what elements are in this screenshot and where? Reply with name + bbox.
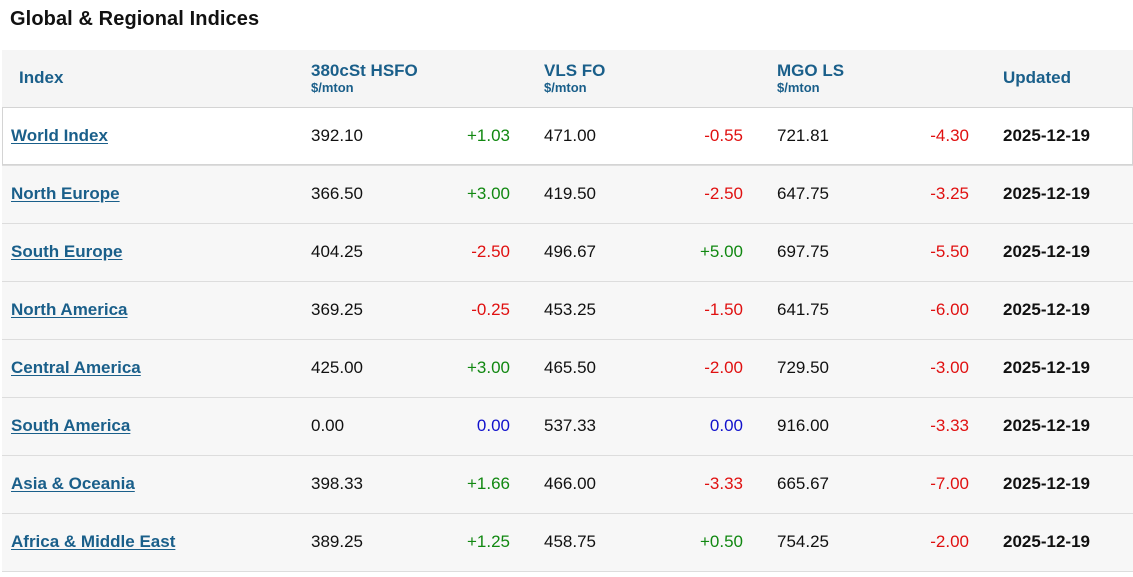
hsfo-price: 398.33 (311, 474, 363, 493)
mgo-price: 647.75 (777, 184, 830, 203)
region-link[interactable]: Asia & Oceania (11, 474, 135, 493)
updated-date: 2025-12-19 (1003, 416, 1090, 435)
vlsfo-change: -3.33 (704, 474, 744, 493)
vlsfo-change: -0.55 (704, 126, 744, 145)
table-row[interactable]: North America 369.25 -0.25 453.25 -1.50 641.7… (2, 281, 1133, 339)
header-mgo-unit: $/mton (777, 79, 820, 95)
mgo-change: -5.50 (930, 242, 970, 261)
region-name-cell: Africa & Middle East (2, 513, 311, 571)
table-row[interactable]: Asia & Oceania 398.33 +1.66 466.00 -3.33 665.… (2, 455, 1133, 513)
vlsfo-change: -2.50 (704, 184, 744, 203)
hsfo-price: 392.10 (311, 126, 363, 145)
mgo-change: -3.25 (930, 184, 970, 203)
table-row[interactable]: North Europe 366.50 +3.00 419.50 -2.50 647.75… (2, 165, 1133, 223)
region-link[interactable]: North Europe (11, 184, 120, 203)
table-header: Index 380cSt HSFO $/mton VLS FO $/mton M… (2, 50, 1133, 108)
indices-table: Index 380cSt HSFO $/mton VLS FO $/mton M… (2, 50, 1133, 572)
region-link[interactable]: Africa & Middle East (11, 532, 176, 551)
region-link[interactable]: North America (11, 300, 128, 319)
header-hsfo-unit: $/mton (311, 79, 354, 95)
header-hsfo[interactable]: 380cSt HSFO $/mton (311, 50, 545, 108)
updated-date: 2025-12-19 (1003, 474, 1090, 493)
updated-date: 2025-12-19 (1003, 532, 1090, 551)
mgo-change: -3.33 (930, 416, 970, 435)
mgo-change: -3.00 (930, 358, 970, 377)
updated-date: 2025-12-19 (1003, 242, 1090, 261)
region-link[interactable]: World Index (11, 126, 108, 145)
table-row[interactable]: South America 0.00 0.00 537.33 0.00 916.00 -3.… (2, 397, 1133, 455)
vlsfo-price: 496.67 (544, 242, 597, 261)
hsfo-change: +1.25 (467, 532, 511, 551)
region-name-cell: Central America (2, 339, 311, 397)
mgo-price: 721.81 (777, 126, 830, 145)
indices-table-container: Index 380cSt HSFO $/mton VLS FO $/mton M… (2, 50, 1133, 572)
header-vlsfo[interactable]: VLS FO $/mton (544, 50, 778, 108)
region-name-cell: Asia & Oceania (2, 455, 311, 513)
updated-date: 2025-12-19 (1003, 184, 1090, 203)
hsfo-price: 369.25 (311, 300, 363, 319)
updated-date: 2025-12-19 (1003, 126, 1090, 145)
page-title: Global & Regional Indices (10, 8, 260, 30)
header-index[interactable]: Index (2, 50, 311, 108)
vlsfo-price: 537.33 (544, 416, 597, 435)
header-mgo[interactable]: MGO LS $/mton (777, 50, 1004, 108)
region-link[interactable]: Central America (11, 358, 141, 377)
table-row[interactable]: South Europe 404.25 -2.50 496.67 +5.00 697.75… (2, 223, 1133, 281)
header-mgo-name: MGO LS (777, 60, 845, 80)
updated-date: 2025-12-19 (1003, 300, 1090, 319)
hsfo-change: -0.25 (471, 300, 511, 319)
vlsfo-change: -2.00 (704, 358, 744, 377)
vlsfo-price: 419.50 (544, 184, 597, 203)
header-updated[interactable]: Updated (1003, 50, 1133, 108)
hsfo-price: 0.00 (311, 416, 345, 435)
mgo-price: 641.75 (777, 300, 830, 319)
region-name-cell: South Europe (2, 223, 311, 281)
region-link[interactable]: South America (11, 416, 131, 435)
vlsfo-price: 466.00 (544, 474, 597, 493)
region-name-cell: South America (2, 397, 311, 455)
vlsfo-change: +5.00 (700, 242, 744, 261)
vlsfo-price: 465.50 (544, 358, 597, 377)
mgo-change: -6.00 (930, 300, 970, 319)
header-hsfo-name: 380cSt HSFO (311, 60, 418, 80)
mgo-change: -7.00 (930, 474, 970, 493)
vlsfo-price: 471.00 (544, 126, 597, 145)
vlsfo-change: 0.00 (709, 416, 744, 435)
vlsfo-price: 458.75 (544, 532, 597, 551)
header-vlsfo-unit: $/mton (544, 79, 587, 95)
region-name-cell: World Index (2, 107, 311, 165)
table-row[interactable]: Africa & Middle East 389.25 +1.25 458.75 +0.… (2, 513, 1133, 571)
hsfo-change: 0.00 (476, 416, 511, 435)
hsfo-change: -2.50 (471, 242, 511, 261)
table-row[interactable]: World Index 392.10 +1.03 471.00 -0.55 721.81 -… (2, 107, 1133, 165)
table-row[interactable]: Central America 425.00 +3.00 465.50 -2.00 729… (2, 339, 1133, 397)
vlsfo-change: +0.50 (700, 532, 744, 551)
mgo-price: 729.50 (777, 358, 830, 377)
hsfo-price: 425.00 (311, 358, 363, 377)
region-name-cell: North Europe (2, 165, 311, 223)
mgo-price: 665.67 (777, 474, 830, 493)
mgo-price: 697.75 (777, 242, 830, 261)
mgo-change: -4.30 (930, 126, 970, 145)
region-link[interactable]: South Europe (11, 242, 123, 261)
header-vlsfo-name: VLS FO (544, 60, 606, 80)
hsfo-price: 389.25 (311, 532, 363, 551)
hsfo-change: +1.03 (467, 126, 511, 145)
vlsfo-change: -1.50 (704, 300, 744, 319)
hsfo-change: +3.00 (467, 358, 511, 377)
table-body: World Index 392.10 +1.03 471.00 -0.55 721.81 -… (2, 107, 1133, 571)
mgo-price: 916.00 (777, 416, 830, 435)
header-row: Index 380cSt HSFO $/mton VLS FO $/mton M… (2, 50, 1133, 108)
vlsfo-price: 453.25 (544, 300, 597, 319)
hsfo-price: 404.25 (311, 242, 363, 261)
hsfo-change: +3.00 (467, 184, 511, 203)
region-name-cell: North America (2, 281, 311, 339)
hsfo-change: +1.66 (467, 474, 511, 493)
updated-date: 2025-12-19 (1003, 358, 1090, 377)
mgo-price: 754.25 (777, 532, 830, 551)
mgo-change: -2.00 (930, 532, 970, 551)
hsfo-price: 366.50 (311, 184, 363, 203)
